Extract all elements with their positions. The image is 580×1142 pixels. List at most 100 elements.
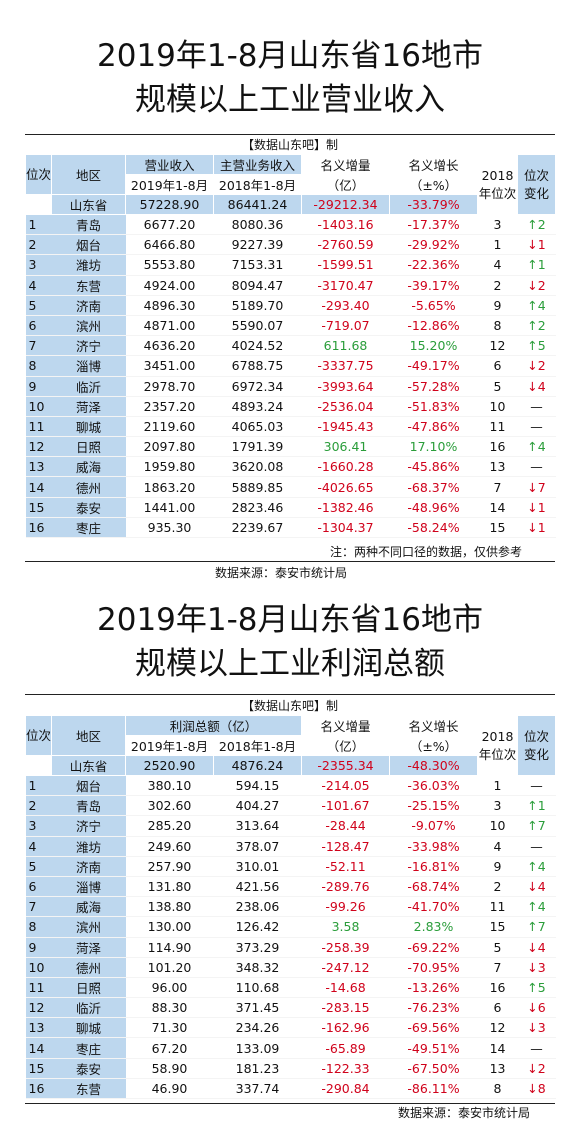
value-2018-cell: 181.23 bbox=[213, 1058, 302, 1079]
change-cell: -214.05 bbox=[301, 775, 390, 797]
value-2018-cell: 378.07 bbox=[213, 836, 302, 857]
rank-change-cell: ↓1 bbox=[517, 497, 556, 518]
growth-cell: -9.07% bbox=[389, 815, 478, 837]
growth-cell: -22.36% bbox=[389, 254, 478, 276]
growth-cell: -69.56% bbox=[389, 1017, 478, 1039]
value-2019-cell: 71.30 bbox=[125, 1017, 214, 1039]
region-cell: 青岛 bbox=[51, 795, 126, 817]
rank2018-cell: 12 bbox=[477, 335, 518, 357]
header-change: 名义增量 bbox=[301, 154, 390, 175]
header-col-group: 利润总额（亿） bbox=[124, 715, 303, 736]
change-cell: -289.76 bbox=[301, 876, 390, 898]
rank2018-cell: 9 bbox=[477, 856, 518, 877]
value-2018-cell: 2239.67 bbox=[213, 517, 302, 539]
region-cell: 潍坊 bbox=[51, 254, 126, 276]
value-2018-cell: 5889.85 bbox=[213, 476, 302, 498]
rank2018-cell: 6 bbox=[477, 355, 518, 377]
rank2018-cell: 16 bbox=[477, 436, 518, 458]
value-2019-cell: 285.20 bbox=[125, 815, 214, 837]
region-cell: 淄博 bbox=[51, 355, 126, 377]
growth-cell: -39.17% bbox=[389, 275, 478, 296]
rank-change-cell: — bbox=[517, 775, 556, 797]
section1-credit: 【数据山东吧】制 bbox=[241, 138, 338, 152]
rank2018-cell: 12 bbox=[477, 1017, 518, 1039]
section2-title: 2019年1-8月山东省16地市 规模以上工业利润总额 bbox=[0, 598, 580, 686]
rank-cell: 9 bbox=[25, 937, 52, 958]
section1-table: 位次 地区 营业收入 主营业务收入 名义增量 名义增长 2018年位次 位次变化… bbox=[25, 154, 556, 539]
value-2018-cell: 4065.03 bbox=[213, 416, 302, 438]
rank-change-cell: ↓1 bbox=[517, 517, 556, 539]
table-row: 16 东营 46.90 337.74 -290.84 -86.11% 8 ↓8 bbox=[25, 1078, 556, 1100]
rank-cell: 15 bbox=[25, 497, 52, 518]
value-2019-cell: 1441.00 bbox=[125, 497, 214, 518]
rank-cell: 13 bbox=[25, 1017, 52, 1039]
table-row: 12 日照 2097.80 1791.39 306.41 17.10% 16 ↑4 bbox=[25, 436, 556, 458]
growth-cell: -48.96% bbox=[389, 497, 478, 518]
region-cell: 菏泽 bbox=[51, 396, 126, 417]
rank-change-cell: ↑7 bbox=[517, 815, 556, 837]
rank2018-cell: 13 bbox=[477, 456, 518, 478]
change-cell: -1403.16 bbox=[301, 214, 390, 236]
rank2018-cell: 3 bbox=[477, 214, 518, 236]
change-cell: -128.47 bbox=[301, 836, 390, 857]
rank2018-cell: 8 bbox=[477, 315, 518, 337]
header-rank2018: 2018年位次 bbox=[477, 154, 518, 215]
value-2019-cell: 130.00 bbox=[125, 916, 214, 938]
table-row: 15 泰安 58.90 181.23 -122.33 -67.50% 13 ↓2 bbox=[25, 1058, 556, 1079]
rank-cell: 10 bbox=[25, 396, 52, 417]
region-cell: 滨州 bbox=[51, 916, 126, 938]
region-cell: 济宁 bbox=[51, 335, 126, 357]
change-cell: -3337.75 bbox=[301, 355, 390, 377]
value-2018-cell: 9227.39 bbox=[213, 234, 302, 256]
growth-cell: -12.86% bbox=[389, 315, 478, 337]
change-cell: -283.15 bbox=[301, 997, 390, 1019]
rank-change-cell: ↑1 bbox=[517, 254, 556, 276]
value-2019-cell: 88.30 bbox=[125, 997, 214, 1019]
value-2018-cell: 110.68 bbox=[213, 977, 302, 999]
value-2019-cell: 4871.00 bbox=[125, 315, 214, 337]
region-cell: 聊城 bbox=[51, 1017, 126, 1039]
rank-change-cell: ↓7 bbox=[517, 476, 556, 498]
region-cell: 日照 bbox=[51, 977, 126, 999]
rank-change-cell: ↑4 bbox=[517, 295, 556, 316]
change-cell: -1599.51 bbox=[301, 254, 390, 276]
growth-cell: -68.37% bbox=[389, 476, 478, 498]
value-2018-cell: 371.45 bbox=[213, 997, 302, 1019]
rank2018-cell: 3 bbox=[477, 795, 518, 817]
growth-cell: -36.03% bbox=[389, 775, 478, 797]
table-row: 7 济宁 4636.20 4024.52 611.68 15.20% 12 ↑5 bbox=[25, 335, 556, 357]
value-2018-cell: 5189.70 bbox=[213, 295, 302, 316]
rank2018-cell: 15 bbox=[477, 517, 518, 539]
rank-change-cell: ↑4 bbox=[517, 856, 556, 877]
region-cell: 烟台 bbox=[51, 775, 126, 797]
rank2018-cell: 9 bbox=[477, 295, 518, 316]
value-2018-cell: 348.32 bbox=[213, 957, 302, 978]
rank-change-cell: — bbox=[517, 396, 556, 417]
table-row: 13 威海 1959.80 3620.08 -1660.28 -45.86% 13— bbox=[25, 456, 556, 478]
header-change-unit: （亿） bbox=[301, 174, 390, 195]
value-2019-cell: 96.00 bbox=[125, 977, 214, 999]
region-cell: 泰安 bbox=[51, 497, 126, 518]
value-2018-cell: 4024.52 bbox=[213, 335, 302, 357]
rank2018-cell: 1 bbox=[477, 775, 518, 797]
rank-change-cell: ↑7 bbox=[517, 916, 556, 938]
rank-change-cell: ↓3 bbox=[517, 1017, 556, 1039]
rank-cell: 13 bbox=[25, 456, 52, 478]
growth-cell: -17.37% bbox=[389, 214, 478, 236]
table-row: 7 威海 138.80 238.06 -99.26 -41.70% 11 ↑4 bbox=[25, 896, 556, 918]
growth-cell: 17.10% bbox=[389, 436, 478, 458]
region-cell: 淄博 bbox=[51, 876, 126, 898]
rank-cell: 3 bbox=[25, 815, 52, 837]
value-2018-cell: 2823.46 bbox=[213, 497, 302, 518]
region-cell: 济宁 bbox=[51, 815, 126, 837]
rank2018-cell: 8 bbox=[477, 1078, 518, 1100]
rank-cell: 7 bbox=[25, 896, 52, 918]
value-2018-cell: 3620.08 bbox=[213, 456, 302, 478]
value-2018-cell: 373.29 bbox=[213, 937, 302, 958]
rank-change-cell: ↑4 bbox=[517, 436, 556, 458]
change-cell: -258.39 bbox=[301, 937, 390, 958]
region-cell: 菏泽 bbox=[51, 937, 126, 958]
rank-cell: 14 bbox=[25, 476, 52, 498]
value-2018-cell: 337.74 bbox=[213, 1078, 302, 1100]
growth-cell: -69.22% bbox=[389, 937, 478, 958]
